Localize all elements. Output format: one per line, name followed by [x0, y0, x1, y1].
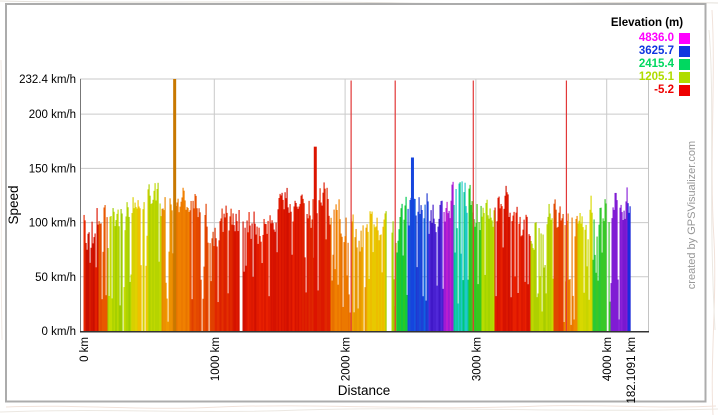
plot-frame — [80, 79, 649, 333]
x-tick-label: 3000 km — [471, 337, 483, 381]
legend-color-swatch — [679, 33, 690, 44]
speed-spikes — [173, 79, 568, 332]
legend-value: 3625.7 — [638, 45, 674, 57]
y-tick-label: 232.4 km/h — [19, 74, 76, 86]
x-axis-title: Distance — [338, 383, 391, 398]
y-axis-title: Speed — [6, 185, 21, 224]
watermark-credit: created by GPSVisualizer.com — [686, 141, 698, 289]
legend-row: 3625.7 — [604, 45, 690, 58]
x-tick-label: 2000 km — [341, 337, 353, 381]
tick-labels: 0 km/h 50 km/h 100 km/h 150 km/h 200 km/h 232… — [19, 74, 638, 404]
legend-color-swatch — [679, 72, 690, 83]
x-tick-label: 4000 km — [602, 337, 614, 381]
y-tick-label: 150 km/h — [29, 163, 76, 175]
y-tick-label: 200 km/h — [29, 109, 76, 121]
y-tick-label: 0 km/h — [41, 326, 76, 338]
legend-title: Elevation (m) — [610, 17, 684, 29]
plot-panel — [5, 3, 707, 403]
legend-value: 4836.0 — [638, 32, 674, 44]
x-tick-label: 182.1091 km — [626, 337, 638, 404]
legend-row: -5.2 — [604, 84, 690, 97]
legend-color-swatch — [679, 46, 690, 57]
elevation-legend-rows: 4836.0 3625.7 2415.4 1205.1 -5.2 — [604, 32, 690, 97]
legend-row: 4836.0 — [604, 32, 690, 45]
legend-row: 1205.1 — [604, 71, 690, 84]
y-tick-label: 50 km/h — [35, 272, 76, 284]
legend-color-swatch — [679, 85, 690, 96]
legend-color-swatch — [679, 59, 690, 70]
elevation-legend: Elevation (m) 4836.0 3625.7 2415.4 1205.1 -5… — [604, 17, 690, 97]
x-tick-label: 1000 km — [210, 337, 222, 381]
legend-row: 2415.4 — [604, 58, 690, 71]
speed-bars — [83, 181, 631, 331]
x-tick-label: 0 km — [79, 337, 91, 362]
legend-value: 2415.4 — [638, 58, 674, 70]
legend-value: -5.2 — [654, 84, 674, 96]
y-tick-label: 100 km/h — [29, 218, 76, 230]
legend-value: 1205.1 — [638, 71, 674, 83]
